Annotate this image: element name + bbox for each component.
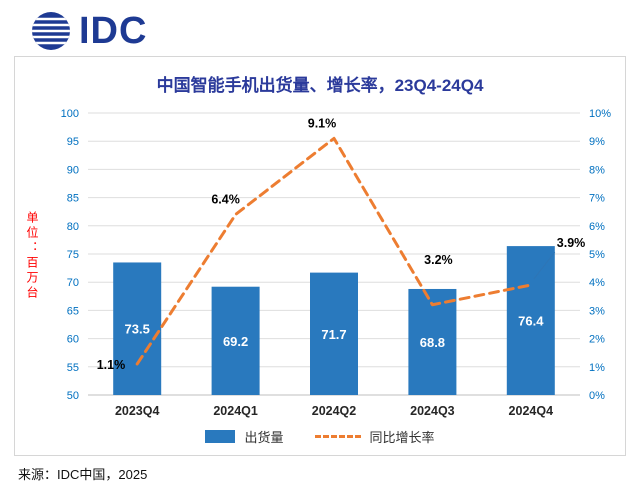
left-axis-tick-label: 50 (67, 390, 79, 402)
x-axis-label: 2024Q2 (312, 404, 357, 418)
growth-value-label: 3.9% (557, 236, 586, 250)
left-axis-tick-label: 90 (67, 164, 79, 176)
right-axis-tick-label: 4% (589, 277, 605, 289)
growth-line (135, 136, 533, 366)
bar-value-label: 69.2 (223, 334, 248, 349)
growth-value-label: 6.4% (211, 193, 240, 207)
left-axis-tick-label: 55 (67, 362, 79, 374)
legend-bar-label: 出货量 (244, 430, 284, 445)
growth-value-label: 1.1% (97, 358, 126, 372)
right-axis-tick-label: 10% (589, 108, 611, 120)
left-axis-tick-label: 95 (67, 136, 79, 148)
legend-line-label: 同比增长率 (369, 430, 435, 445)
shipment-bar (506, 246, 555, 395)
bar-value-label: 71.7 (321, 327, 346, 342)
legend-line-swatch (314, 435, 361, 438)
right-axis-tick-label: 7% (589, 193, 605, 205)
shipment-bar (310, 272, 358, 395)
left-axis-tick-label: 60 (67, 334, 79, 346)
shipment-bar (408, 288, 457, 395)
left-axis-tick-label: 100 (61, 108, 79, 120)
shipment-bar (211, 286, 260, 395)
label-connector-line (533, 251, 556, 280)
right-axis-tick-label: 8% (589, 164, 605, 176)
x-axis-label: 2024Q4 (509, 404, 554, 418)
x-axis-label: 2024Q1 (213, 404, 258, 418)
right-axis-tick-label: 1% (589, 362, 605, 374)
source-note: 来源：IDC中国，2025 (18, 467, 148, 482)
right-axis-tick-label: 6% (589, 221, 605, 233)
legend-bar-swatch (205, 430, 236, 443)
left-axis-tick-label: 75 (67, 249, 79, 261)
right-axis-tick-label: 5% (589, 249, 605, 261)
right-axis-tick-label: 3% (589, 305, 605, 317)
bar-value-label: 76.4 (518, 314, 544, 329)
chart-legend: 出货量 同比增长率 (15, 427, 625, 446)
shipment-bar (113, 262, 162, 395)
left-axis-tick-label: 65 (67, 305, 79, 317)
right-axis-tick-label: 2% (589, 334, 605, 346)
logo-text: IDC (79, 10, 148, 52)
bar-value-label: 73.5 (125, 322, 150, 337)
x-axis-label: 2023Q4 (115, 404, 160, 418)
right-axis-tick-label: 0% (589, 390, 605, 402)
right-axis-tick-label: 9% (589, 136, 605, 148)
globe-icon (32, 12, 70, 50)
left-axis-title: 单位：百万台 (25, 211, 39, 301)
idc-logo: IDC (30, 10, 147, 52)
left-axis-tick-label: 85 (67, 193, 79, 205)
bar-value-label: 68.8 (420, 335, 445, 350)
left-axis-tick-label: 70 (67, 277, 79, 289)
chart-title: 中国智能手机出货量、增长率，23Q4-24Q4 (156, 76, 484, 95)
growth-value-label: 9.1% (308, 116, 337, 130)
x-axis-label: 2024Q3 (410, 404, 455, 418)
left-axis-tick-label: 80 (67, 221, 79, 233)
growth-value-label: 3.2% (424, 253, 453, 267)
